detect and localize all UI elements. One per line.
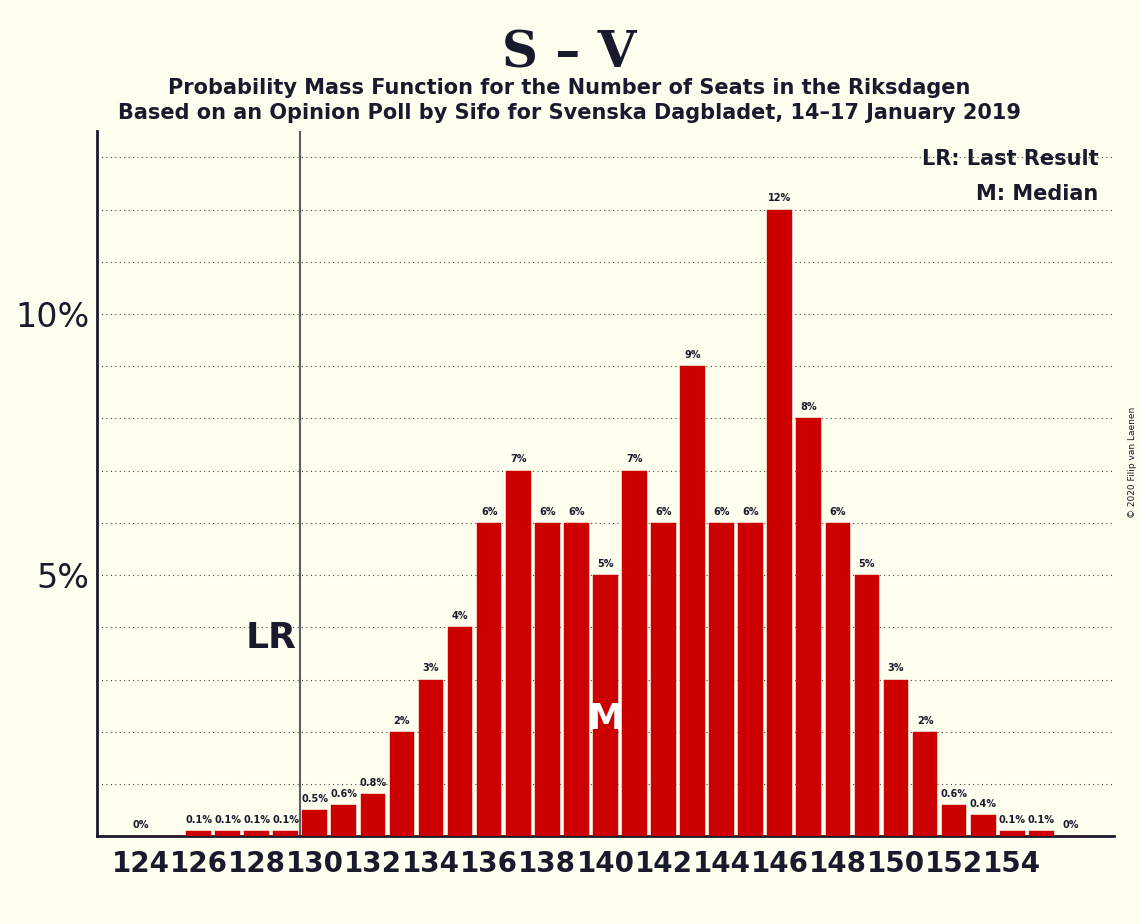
Bar bbox=[331, 805, 357, 836]
Bar bbox=[506, 470, 531, 836]
Bar bbox=[738, 523, 763, 836]
Bar bbox=[186, 831, 211, 836]
Bar bbox=[622, 470, 647, 836]
Text: 6%: 6% bbox=[568, 506, 584, 517]
Text: Based on an Opinion Poll by Sifo for Svenska Dagbladet, 14–17 January 2019: Based on an Opinion Poll by Sifo for Sve… bbox=[118, 103, 1021, 124]
Bar bbox=[215, 831, 240, 836]
Bar bbox=[564, 523, 589, 836]
Text: S – V: S – V bbox=[502, 30, 637, 79]
Text: 9%: 9% bbox=[685, 350, 700, 360]
Bar bbox=[652, 523, 675, 836]
Text: 6%: 6% bbox=[655, 506, 672, 517]
Bar bbox=[477, 523, 501, 836]
Text: 0%: 0% bbox=[1062, 820, 1079, 830]
Bar bbox=[419, 679, 443, 836]
Text: 0.1%: 0.1% bbox=[185, 815, 212, 825]
Bar bbox=[768, 210, 792, 836]
Text: 0.8%: 0.8% bbox=[359, 778, 386, 788]
Bar bbox=[884, 679, 908, 836]
Bar bbox=[303, 810, 327, 836]
Bar bbox=[1029, 831, 1054, 836]
Text: 6%: 6% bbox=[481, 506, 498, 517]
Text: 6%: 6% bbox=[539, 506, 556, 517]
Bar bbox=[244, 831, 269, 836]
Bar bbox=[680, 366, 705, 836]
Text: 4%: 4% bbox=[452, 611, 468, 621]
Bar bbox=[796, 419, 821, 836]
Bar bbox=[535, 523, 559, 836]
Text: LR: LR bbox=[246, 621, 296, 655]
Text: 0.6%: 0.6% bbox=[941, 788, 968, 798]
Text: 7%: 7% bbox=[626, 455, 642, 465]
Text: 0.1%: 0.1% bbox=[214, 815, 241, 825]
Bar bbox=[273, 831, 298, 836]
Text: 0.1%: 0.1% bbox=[243, 815, 270, 825]
Text: 3%: 3% bbox=[887, 663, 904, 674]
Bar bbox=[1000, 831, 1025, 836]
Bar bbox=[361, 795, 385, 836]
Bar bbox=[710, 523, 734, 836]
Text: © 2020 Filip van Laenen: © 2020 Filip van Laenen bbox=[1128, 407, 1137, 517]
Bar bbox=[970, 815, 995, 836]
Bar bbox=[448, 627, 473, 836]
Text: M: M bbox=[588, 701, 623, 736]
Text: 6%: 6% bbox=[829, 506, 846, 517]
Text: 0.1%: 0.1% bbox=[272, 815, 300, 825]
Text: 6%: 6% bbox=[713, 506, 730, 517]
Text: 3%: 3% bbox=[423, 663, 440, 674]
Text: 0.1%: 0.1% bbox=[1027, 815, 1055, 825]
Text: 8%: 8% bbox=[801, 402, 817, 412]
Text: 0%: 0% bbox=[132, 820, 149, 830]
Bar bbox=[854, 575, 879, 836]
Text: 5%: 5% bbox=[859, 559, 875, 569]
Text: 0.5%: 0.5% bbox=[302, 794, 328, 804]
Text: 2%: 2% bbox=[917, 715, 933, 725]
Text: 6%: 6% bbox=[743, 506, 759, 517]
Bar bbox=[826, 523, 850, 836]
Bar bbox=[942, 805, 967, 836]
Text: 2%: 2% bbox=[394, 715, 410, 725]
Text: 0.1%: 0.1% bbox=[999, 815, 1026, 825]
Text: LR: Last Result: LR: Last Result bbox=[923, 149, 1099, 169]
Bar bbox=[912, 732, 937, 836]
Text: M: Median: M: Median bbox=[976, 184, 1099, 204]
Text: Probability Mass Function for the Number of Seats in the Riksdagen: Probability Mass Function for the Number… bbox=[169, 78, 970, 98]
Bar bbox=[593, 575, 617, 836]
Text: 0.4%: 0.4% bbox=[969, 799, 997, 809]
Text: 7%: 7% bbox=[510, 455, 526, 465]
Text: 5%: 5% bbox=[597, 559, 614, 569]
Text: 12%: 12% bbox=[768, 193, 792, 203]
Text: 0.6%: 0.6% bbox=[330, 788, 358, 798]
Bar bbox=[390, 732, 415, 836]
